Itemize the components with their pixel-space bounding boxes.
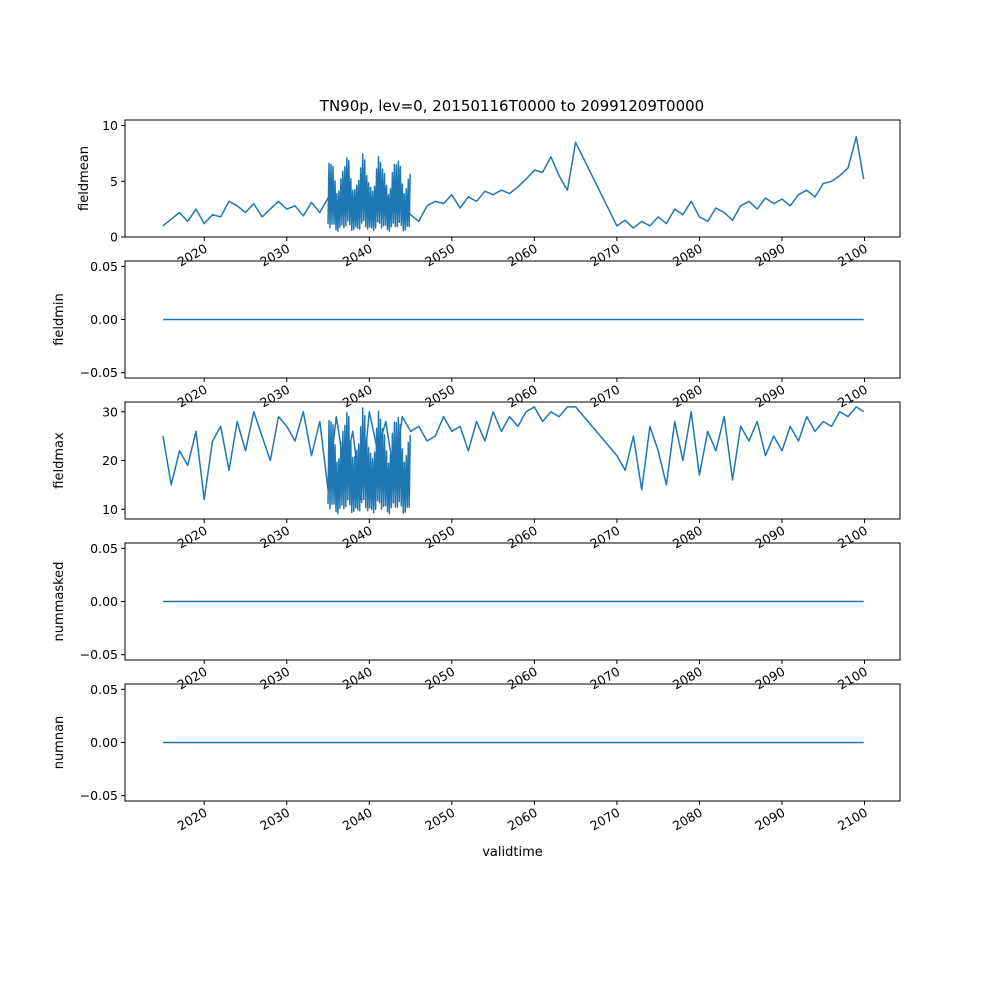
panel-fieldmax-series-line-0 — [162, 406, 865, 501]
panel-fieldmin-xtick-label: 2090 — [752, 382, 787, 411]
panel-fieldmax-xtick-label: 2030 — [257, 523, 292, 552]
panel-fieldmin-xtick-label: 2060 — [505, 382, 540, 411]
panel-fieldmean-xtick-label: 2100 — [835, 241, 870, 270]
panel-numnan-xtick-label: 2030 — [257, 805, 292, 834]
panel-nummasked-xtick-label: 2100 — [835, 664, 870, 693]
panel-fieldmax-ytick-label: 30 — [102, 404, 118, 419]
panel-numnan-xtick-label: 2040 — [340, 805, 375, 834]
panel-fieldmax-xtick-label: 2090 — [752, 523, 787, 552]
panel-fieldmean-xtick-label: 2060 — [505, 241, 540, 270]
panel-fieldmean-xtick-label: 2020 — [175, 241, 210, 270]
panel-fieldmin-xtick-label: 2080 — [670, 382, 705, 411]
panel-fieldmin-xtick-label: 2050 — [422, 382, 457, 411]
panel-numnan-xtick-label: 2090 — [752, 805, 787, 834]
figure-title: TN90p, lev=0, 20150116T0000 to 20991209T… — [319, 97, 704, 115]
panel-fieldmean-xtick-label: 2050 — [422, 241, 457, 270]
panel-numnan-xtick-label: 2050 — [422, 805, 457, 834]
panel-fieldmin-xtick-label: 2100 — [835, 382, 870, 411]
panel-numnan-xtick-label: 2020 — [175, 805, 210, 834]
panel-fieldmin-ytick-label: −0.05 — [80, 365, 118, 380]
panel-fieldmax-xtick-label: 2070 — [587, 523, 622, 552]
panel-nummasked-xtick-label: 2090 — [752, 664, 787, 693]
panel-nummasked-xtick-label: 2080 — [670, 664, 705, 693]
panel-fieldmax-ytick-label: 10 — [102, 502, 118, 517]
panel-fieldmean-xtick-label: 2070 — [587, 241, 622, 270]
panel-fieldmax-xtick-label: 2080 — [670, 523, 705, 552]
panel-nummasked-ytick-label: −0.05 — [80, 647, 118, 662]
panel-nummasked-xtick-label: 2050 — [422, 664, 457, 693]
panel-fieldmin-xtick-label: 2020 — [175, 382, 210, 411]
panel-fieldmax-xtick-label: 2060 — [505, 523, 540, 552]
panel-nummasked-xtick-label: 2030 — [257, 664, 292, 693]
panel-fieldmean-series-line-0 — [162, 135, 865, 229]
panel-fieldmin-xtick-label: 2070 — [587, 382, 622, 411]
panel-nummasked-ylabel: nummasked — [52, 562, 67, 642]
panel-numnan-xtick-label: 2080 — [670, 805, 705, 834]
panel-fieldmin-ytick-label: 0.00 — [90, 312, 118, 327]
panel-fieldmean-axes-frame — [124, 119, 901, 238]
panel-fieldmean-band-0 — [327, 153, 411, 232]
panel-fieldmin-ytick-label: 0.05 — [90, 259, 118, 274]
panel-nummasked-xtick-label: 2070 — [587, 664, 622, 693]
panel-numnan-xtick-label: 2070 — [587, 805, 622, 834]
panel-fieldmax-xtick-label: 2050 — [422, 523, 457, 552]
panel-nummasked-xtick-label: 2060 — [505, 664, 540, 693]
panel-fieldmean-ytick-label: 10 — [102, 118, 118, 133]
panel-fieldmin-xtick-label: 2030 — [257, 382, 292, 411]
panel-nummasked-xtick-label: 2040 — [340, 664, 375, 693]
panel-fieldmean-ytick-label: 0 — [110, 230, 118, 245]
panel-nummasked-xtick-label: 2020 — [175, 664, 210, 693]
panel-fieldmin-ylabel: fieldmin — [52, 293, 67, 346]
panel-numnan-xtick-label: 2060 — [505, 805, 540, 834]
panel-numnan-xlabel: validtime — [482, 845, 543, 860]
panel-numnan-ytick-label: 0.00 — [90, 735, 118, 750]
panel-nummasked-ytick-label: 0.00 — [90, 594, 118, 609]
panel-fieldmax-xtick-label: 2100 — [835, 523, 870, 552]
panel-numnan-ytick-label: 0.05 — [90, 682, 118, 697]
panel-fieldmax-ylabel: fieldmax — [52, 432, 67, 489]
panel-fieldmax-xtick-label: 2020 — [175, 523, 210, 552]
panel-numnan-xtick-label: 2100 — [835, 805, 870, 834]
panel-fieldmean-xtick-label: 2080 — [670, 241, 705, 270]
panel-fieldmax-xtick-label: 2040 — [340, 523, 375, 552]
panel-fieldmax-ytick-label: 20 — [102, 453, 118, 468]
panel-fieldmean-xtick-label: 2090 — [752, 241, 787, 270]
panel-numnan-ylabel: numnan — [52, 716, 67, 770]
panel-fieldmean-ytick-label: 5 — [110, 174, 118, 189]
panel-fieldmean-ylabel: fieldmean — [77, 146, 92, 211]
panel-fieldmin-xtick-label: 2040 — [340, 382, 375, 411]
panel-fieldmean-xtick-label: 2030 — [257, 241, 292, 270]
panel-fieldmean-xtick-label: 2040 — [340, 241, 375, 270]
panel-numnan-ytick-label: −0.05 — [80, 788, 118, 803]
panel-fieldmax-band-0 — [327, 407, 411, 515]
panel-nummasked-ytick-label: 0.05 — [90, 541, 118, 556]
